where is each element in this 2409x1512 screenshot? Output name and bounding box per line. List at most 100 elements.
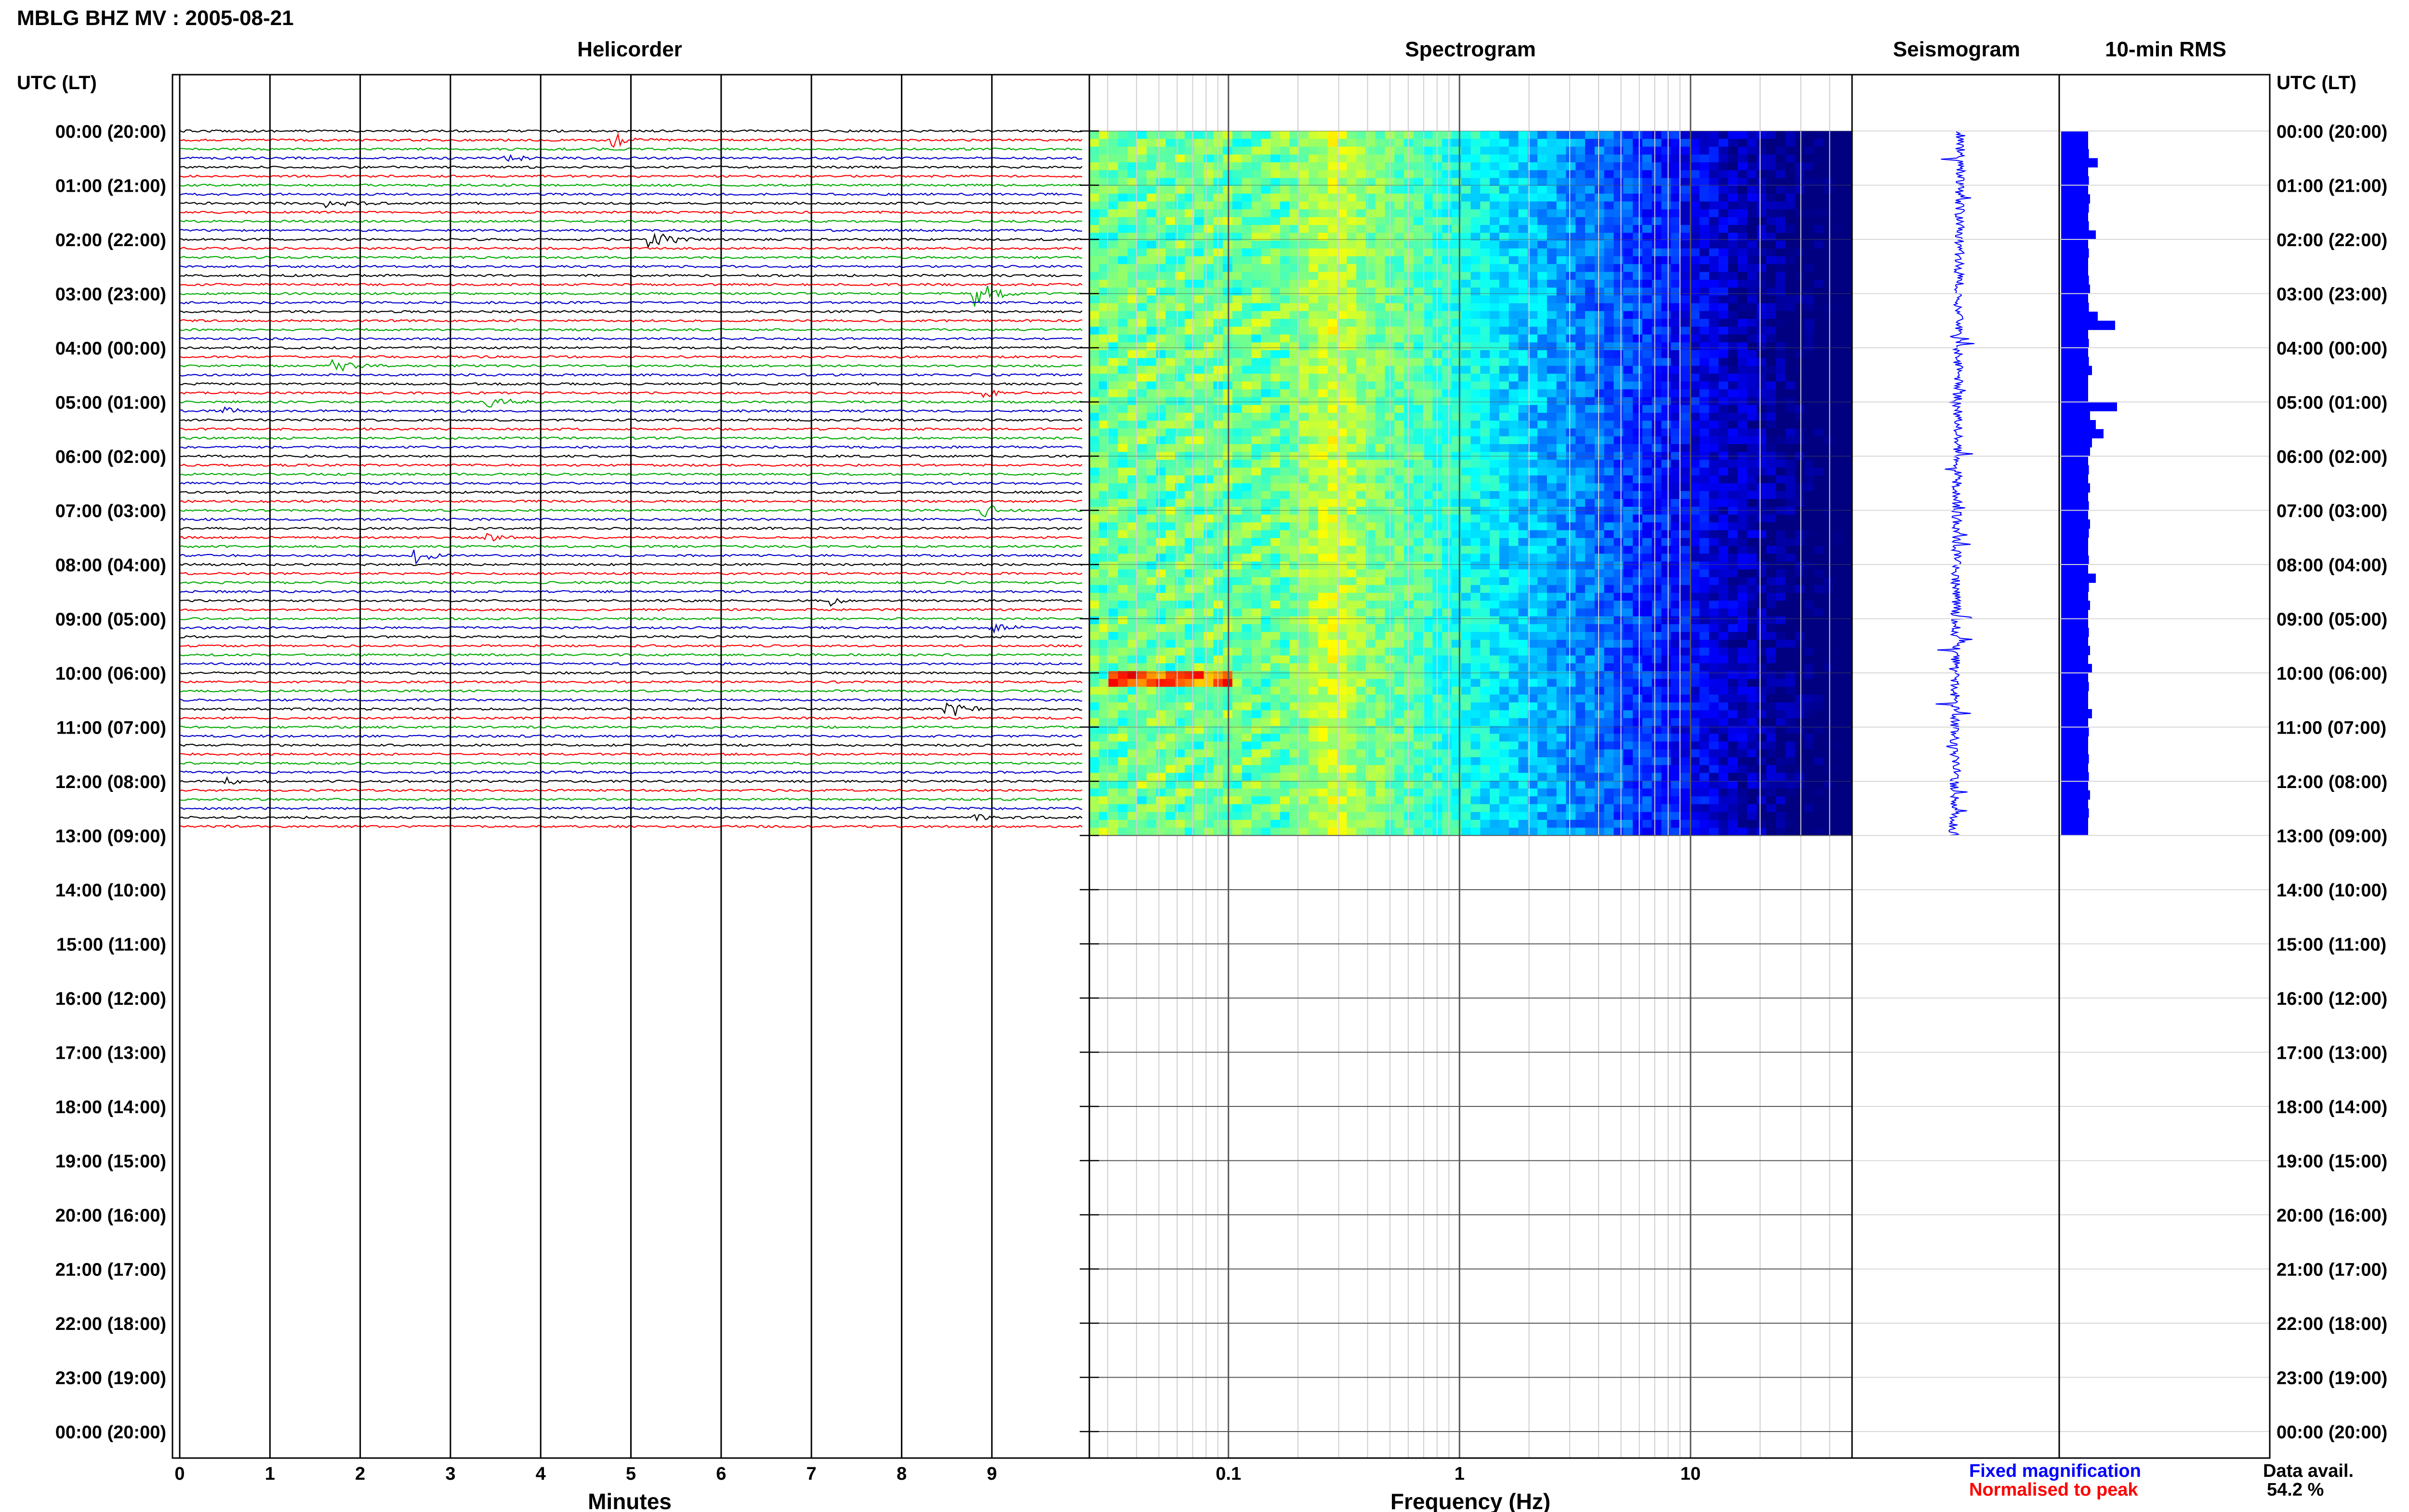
spectrogram-cell [1795,272,1805,280]
spectrogram-cell [1194,256,1204,264]
spectrogram-cell [1585,577,1595,586]
spectrogram-cell [1499,185,1509,194]
spectrogram-cell [1318,146,1328,155]
spectrogram-cell [1394,421,1404,429]
spectrogram-cell [1099,272,1109,280]
spectrogram-cell [1575,233,1586,241]
spectrogram-cell [1413,162,1424,171]
spectrogram-cell [1461,413,1471,421]
spectrogram-cell [1747,585,1757,593]
spectrogram-cell [1194,358,1204,367]
spectrogram-cell [1757,264,1767,273]
spectrogram-cell [1785,397,1795,406]
spectrogram-cell [1127,467,1138,476]
spectrogram-cell [1547,460,1557,468]
spectrogram-cell [1461,373,1471,382]
spectrogram-cell [1766,366,1776,374]
spectrogram-cell [1194,538,1204,546]
spectrogram-cell [1842,366,1853,374]
spectrogram-cell [1528,475,1538,484]
spectrogram-cell [1585,444,1595,452]
spectrogram-cell [1280,146,1290,155]
spectrogram-cell [1604,139,1614,147]
spectrogram-cell [1490,475,1500,484]
spectrogram-cell [1709,217,1719,225]
spectrogram-cell [1775,444,1786,452]
spectrogram-cell [1470,569,1481,578]
spectrogram-cell [1766,483,1776,492]
spectrogram-cell [1127,303,1138,312]
spectrogram-cell [1652,460,1662,468]
spectrogram-cell [1127,358,1138,367]
spectrogram-cell [1175,467,1185,476]
spectrogram-cell [1842,185,1853,194]
spectrogram-cell [1813,146,1824,155]
spectrogram-cell [1251,327,1261,335]
spectrogram-cell [1280,272,1290,280]
spectrogram-cell [1671,319,1681,327]
spectrogram-cell [1327,507,1338,515]
spectrogram-cell [1699,264,1709,273]
spectrogram-cell [1842,240,1853,249]
spectrogram-cell [1623,272,1633,280]
spectrogram-cell [1813,467,1824,476]
spectrogram-cell [1394,585,1404,593]
spectrogram-cell [1661,272,1671,280]
spectrogram-cell [1690,185,1700,194]
spectrogram-cell [1404,178,1414,186]
spectrogram-cell [1347,295,1357,304]
spectrogram-cell [1585,264,1595,273]
spectrogram-cell [1337,201,1347,210]
spectrogram-cell [1347,428,1357,437]
spectrogram-cell [1642,170,1653,179]
spectrogram-cell [1375,608,1385,617]
spectrogram-cell [1661,585,1671,593]
spectrogram-cell [1604,522,1614,531]
spectrogram-cell [1356,592,1366,601]
spectrogram-cell [1747,436,1757,445]
spectrogram-cell [1442,460,1452,468]
spectrogram-cell [1299,397,1309,406]
spectrogram-cell [1271,264,1281,273]
spectrogram-cell [1327,225,1338,233]
spectrogram-cell [1156,601,1166,609]
spectrogram-cell [1671,467,1681,476]
spectrogram-cell [1280,178,1290,186]
spectrogram-cell [1766,373,1776,382]
spectrogram-cell [1289,146,1299,155]
spectrogram-cell [1480,491,1490,500]
spectrogram-cell [1365,264,1376,273]
spectrogram-cell [1470,405,1481,413]
spectrogram-cell [1461,569,1471,578]
spectrogram-cell [1309,178,1319,186]
spectrogram-cell [1604,585,1614,593]
spectrogram-cell [1299,366,1309,374]
spectrogram-cell [1470,303,1481,312]
spectrogram-cell [1747,381,1757,390]
spectrogram-cell [1518,154,1528,163]
spectrogram-cell [1127,491,1138,500]
spectrogram-cell [1394,350,1404,358]
spectrogram-cell [1518,209,1528,218]
spectrogram-cell [1594,350,1605,358]
spectrogram-cell [1699,373,1709,382]
spectrogram-cell [1127,608,1138,617]
spectrogram-cell [1547,389,1557,398]
spectrogram-cell [1690,585,1700,593]
spectrogram-cell [1614,460,1624,468]
spectrogram-cell [1842,327,1853,335]
spectrogram-cell [1842,288,1853,296]
spectrogram-cell [1737,373,1747,382]
spectrogram-cell [1671,381,1681,390]
spectrogram-cell [1661,256,1671,264]
spectrogram-cell [1089,491,1099,500]
spectrogram-cell [1594,601,1605,609]
spectrogram-cell [1251,585,1261,593]
spectrogram-cell [1594,491,1605,500]
spectrogram-cell [1575,389,1586,398]
spectrogram-cell [1318,178,1328,186]
spectrogram-cell [1423,553,1433,562]
spectrogram-cell [1204,577,1214,586]
spectrogram-cell [1347,170,1357,179]
spectrogram-cell [1737,569,1747,578]
